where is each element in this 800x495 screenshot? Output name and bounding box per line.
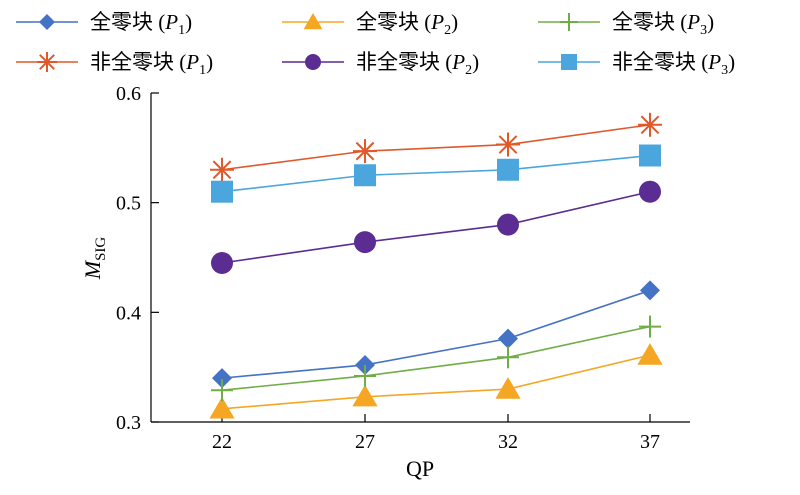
axes — [150, 93, 690, 423]
data-point — [495, 377, 521, 399]
legend-label: 全零块 (P2) — [356, 10, 458, 38]
series-4 — [210, 112, 662, 182]
series-line — [221, 289, 651, 379]
series-2 — [209, 343, 663, 419]
legend-marker — [37, 52, 57, 72]
data-point — [211, 379, 233, 402]
data-point — [639, 180, 661, 203]
y-tick-label: 0.6 — [116, 83, 141, 105]
data-point — [639, 315, 661, 338]
legend-marker — [39, 14, 55, 30]
legend-label: 非全零块 (P2) — [356, 50, 479, 78]
data-point — [496, 132, 520, 157]
data-point — [209, 396, 235, 419]
legend-item: 非全零块 (P3) — [538, 50, 735, 78]
y-tick-label: 0.5 — [116, 193, 141, 215]
x-tick-label: 27 — [355, 431, 375, 453]
data-point — [638, 112, 662, 137]
data-point — [353, 139, 377, 164]
data-point — [497, 346, 519, 369]
data-point — [497, 158, 519, 181]
y-tick-label: 0.4 — [116, 302, 141, 324]
data-point — [211, 180, 233, 203]
series-6 — [211, 144, 661, 203]
legend-label: 非全零块 (P1) — [90, 50, 213, 78]
legend-marker — [305, 54, 321, 70]
y-ticks: 0.3 0.4 0.5 0.6 — [116, 83, 159, 434]
data-point — [497, 213, 519, 236]
data-point — [210, 157, 234, 182]
legend-marker — [561, 54, 577, 70]
legend-label: 全零块 (P3) — [612, 10, 714, 38]
data-point — [637, 343, 663, 365]
legend-marker — [560, 13, 578, 31]
x-tick-label: 37 — [640, 431, 660, 453]
y-axis-label-main: M — [80, 259, 105, 280]
y-axis-label: MSIG — [80, 237, 109, 281]
x-axis-label: QP — [406, 456, 434, 481]
legend: 全零块 (P1) 全零块 (P2) 全零块 (P3) 非全零块 (P1) 非全零块 (P… — [16, 10, 735, 78]
series-5 — [211, 180, 661, 274]
series-3 — [211, 315, 661, 402]
series-line — [221, 325, 651, 391]
y-axis-label-sub: SIG — [93, 237, 109, 261]
data-point — [639, 144, 661, 167]
series-line — [221, 190, 651, 264]
legend-item: 非全零块 (P2) — [282, 50, 479, 78]
data-point — [640, 280, 660, 301]
series-line — [221, 154, 651, 193]
data-point — [212, 368, 232, 389]
series-1 — [212, 280, 660, 389]
series-line — [221, 354, 651, 410]
x-tick-label: 32 — [498, 431, 518, 453]
legend-item: 全零块 (P3) — [538, 10, 714, 38]
data-point — [352, 384, 378, 407]
series-group — [209, 112, 663, 419]
x-ticks: 22 27 32 37 — [212, 414, 660, 453]
data-point — [354, 164, 376, 187]
legend-item: 全零块 (P2) — [282, 10, 458, 38]
data-point — [211, 251, 233, 274]
data-point — [354, 231, 376, 254]
series-line — [221, 124, 651, 171]
legend-label: 全零块 (P1) — [90, 10, 192, 38]
legend-marker — [303, 13, 323, 30]
y-tick-label: 0.3 — [116, 412, 141, 434]
legend-item: 非全零块 (P1) — [16, 50, 213, 78]
legend-item: 全零块 (P1) — [16, 10, 192, 38]
legend-label: 非全零块 (P3) — [612, 50, 735, 78]
data-point — [354, 364, 376, 387]
x-tick-label: 22 — [212, 431, 232, 453]
data-point — [498, 328, 518, 349]
